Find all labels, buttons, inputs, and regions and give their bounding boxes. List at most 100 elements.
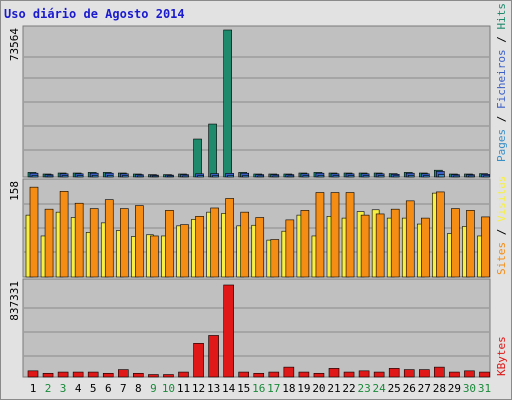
bar-pages-5 bbox=[91, 175, 99, 178]
x-tick-label: 27 bbox=[418, 382, 431, 395]
bar-sites-13 bbox=[210, 207, 219, 278]
bar-kbytes-12 bbox=[193, 343, 204, 378]
bar-sites-30 bbox=[466, 210, 475, 278]
y-max-label: 73564 bbox=[8, 28, 21, 61]
legend-item: KBytes bbox=[495, 336, 508, 376]
bar-sites-5 bbox=[89, 208, 99, 278]
panel-bottom bbox=[22, 278, 491, 378]
bar-kbytes-17 bbox=[268, 371, 280, 378]
bar-sites-15 bbox=[240, 211, 249, 278]
bar-pages-17 bbox=[272, 175, 280, 178]
y-max-label: 837331 bbox=[8, 281, 21, 321]
bar-kbytes-8 bbox=[133, 372, 144, 378]
bar-sites-27 bbox=[420, 217, 430, 278]
bar-sites-31 bbox=[481, 216, 490, 278]
bar-kbytes-13 bbox=[208, 335, 219, 378]
bar-kbytes-24 bbox=[373, 371, 385, 378]
legend-item: Pages bbox=[495, 129, 508, 162]
bar-kbytes-14 bbox=[223, 284, 234, 378]
x-tick-label: 7 bbox=[120, 382, 127, 395]
bar-sites-23 bbox=[360, 214, 370, 278]
x-tick-label: 23 bbox=[357, 382, 370, 395]
bar-sites-21 bbox=[330, 192, 340, 278]
x-tick-label: 17 bbox=[267, 382, 280, 395]
legend-item: Hits bbox=[495, 3, 508, 30]
x-tick-label: 28 bbox=[433, 382, 446, 395]
bar-sites-11 bbox=[180, 224, 189, 278]
bar-sites-24 bbox=[375, 213, 385, 278]
x-tick-label: 5 bbox=[90, 382, 97, 395]
x-tick-label: 21 bbox=[327, 382, 340, 395]
x-tick-label: 9 bbox=[150, 382, 157, 395]
legend-item: Ficheiros bbox=[495, 49, 508, 109]
bar-pages-24 bbox=[377, 175, 385, 178]
bar-sites-26 bbox=[405, 200, 415, 278]
bar-kbytes-21 bbox=[328, 368, 340, 378]
x-tick-label: 26 bbox=[403, 382, 416, 395]
x-tick-label: 15 bbox=[237, 382, 250, 395]
x-tick-label: 30 bbox=[463, 382, 476, 395]
bar-sites-22 bbox=[345, 192, 355, 278]
bar-sites-8 bbox=[135, 205, 144, 278]
y-max-label: 158 bbox=[8, 181, 21, 201]
bar-sites-29 bbox=[451, 208, 460, 278]
bar-sites-3 bbox=[59, 191, 69, 278]
bar-kbytes-6 bbox=[102, 372, 114, 378]
bar-pages-22 bbox=[347, 175, 355, 178]
bar-kbytes-27 bbox=[418, 369, 430, 378]
legend-item: Visitas bbox=[495, 176, 508, 222]
bar-kbytes-29 bbox=[449, 371, 460, 378]
bar-pages-26 bbox=[407, 175, 415, 178]
bar-pages-18 bbox=[287, 175, 295, 178]
bar-pages-13 bbox=[212, 175, 219, 178]
bar-hits-12 bbox=[193, 138, 202, 178]
bar-sites-19 bbox=[300, 210, 310, 278]
bar-pages-11 bbox=[182, 175, 189, 178]
legend-separator: / bbox=[495, 30, 508, 50]
bar-pages-20 bbox=[317, 175, 325, 178]
bar-pages-29 bbox=[453, 175, 460, 178]
x-tick-label: 18 bbox=[282, 382, 295, 395]
bar-sites-28 bbox=[436, 191, 445, 278]
x-tick-label: 14 bbox=[222, 382, 236, 395]
x-tick-label: 3 bbox=[60, 382, 67, 395]
legend-separator: / bbox=[495, 109, 508, 129]
x-tick-label: 22 bbox=[342, 382, 355, 395]
bar-kbytes-18 bbox=[283, 366, 295, 378]
bar-hits-13 bbox=[208, 123, 217, 178]
bar-sites-2 bbox=[44, 208, 54, 278]
bar-pages-3 bbox=[61, 175, 69, 178]
bar-pages-28 bbox=[438, 174, 445, 178]
bar-kbytes-26 bbox=[403, 369, 415, 378]
x-tick-label: 1 bbox=[30, 382, 37, 395]
bar-pages-19 bbox=[302, 175, 310, 178]
bar-pages-30 bbox=[468, 175, 475, 178]
bar-kbytes-28 bbox=[434, 366, 445, 378]
bar-kbytes-11 bbox=[178, 371, 189, 378]
x-tick-label: 4 bbox=[75, 382, 82, 395]
bar-pages-15 bbox=[242, 175, 249, 178]
bar-kbytes-19 bbox=[298, 371, 310, 378]
bar-sites-16 bbox=[255, 217, 265, 278]
bar-pages-9 bbox=[152, 175, 159, 178]
bar-sites-1 bbox=[29, 186, 39, 278]
bar-kbytes-20 bbox=[313, 372, 325, 378]
bar-pages-1 bbox=[31, 175, 39, 178]
bar-sites-25 bbox=[390, 208, 400, 278]
bar-pages-12 bbox=[197, 175, 204, 178]
bar-kbytes-10 bbox=[163, 374, 174, 378]
bar-hits-14 bbox=[223, 29, 232, 178]
bar-pages-2 bbox=[46, 175, 54, 178]
bar-sites-20 bbox=[315, 192, 325, 278]
x-tick-label: 12 bbox=[192, 382, 205, 395]
x-tick-label: 10 bbox=[162, 382, 175, 395]
bar-kbytes-25 bbox=[388, 368, 400, 378]
bar-sites-9 bbox=[150, 235, 159, 278]
bar-pages-21 bbox=[332, 175, 340, 178]
bar-pages-8 bbox=[137, 175, 144, 178]
bar-sites-17 bbox=[270, 239, 280, 278]
bar-kbytes-16 bbox=[253, 372, 265, 378]
bar-kbytes-4 bbox=[72, 371, 84, 378]
bar-kbytes-3 bbox=[57, 371, 69, 378]
